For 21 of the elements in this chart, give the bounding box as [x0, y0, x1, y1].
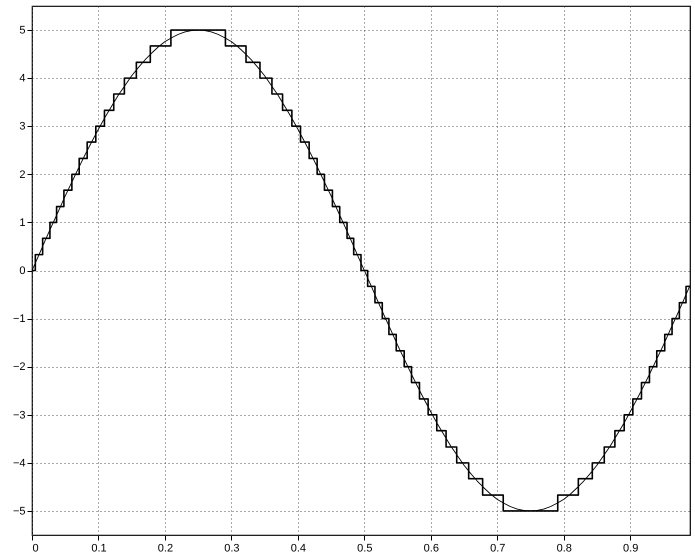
y-tick-label: −1 [12, 313, 26, 326]
x-tick-label: 0.9 [623, 542, 638, 554]
x-tick-label: 0.7 [490, 542, 506, 554]
y-tick-label: −3 [12, 409, 26, 422]
y-tick-label: −2 [12, 361, 26, 374]
x-tick-label: 0.1 [91, 542, 107, 554]
x-tick-label: 0 [32, 542, 39, 554]
y-tick-label: 2 [19, 168, 26, 181]
x-tick-label: 0.3 [224, 542, 240, 554]
y-tick-label: 0 [19, 265, 26, 277]
y-tick-label: 5 [19, 24, 26, 37]
x-tick-label: 0.4 [290, 542, 306, 554]
x-tick-label: 0.6 [424, 542, 439, 554]
x-tick-label: 0.5 [357, 542, 372, 554]
y-tick-label: 3 [19, 120, 26, 133]
y-tick-label: −4 [12, 457, 26, 470]
y-tick-label: −5 [12, 505, 26, 518]
x-tick-label: 0.8 [556, 542, 572, 554]
y-tick-label: 4 [19, 72, 26, 85]
x-tick-label: 0.2 [158, 542, 174, 554]
y-tick-label: 1 [19, 216, 26, 229]
